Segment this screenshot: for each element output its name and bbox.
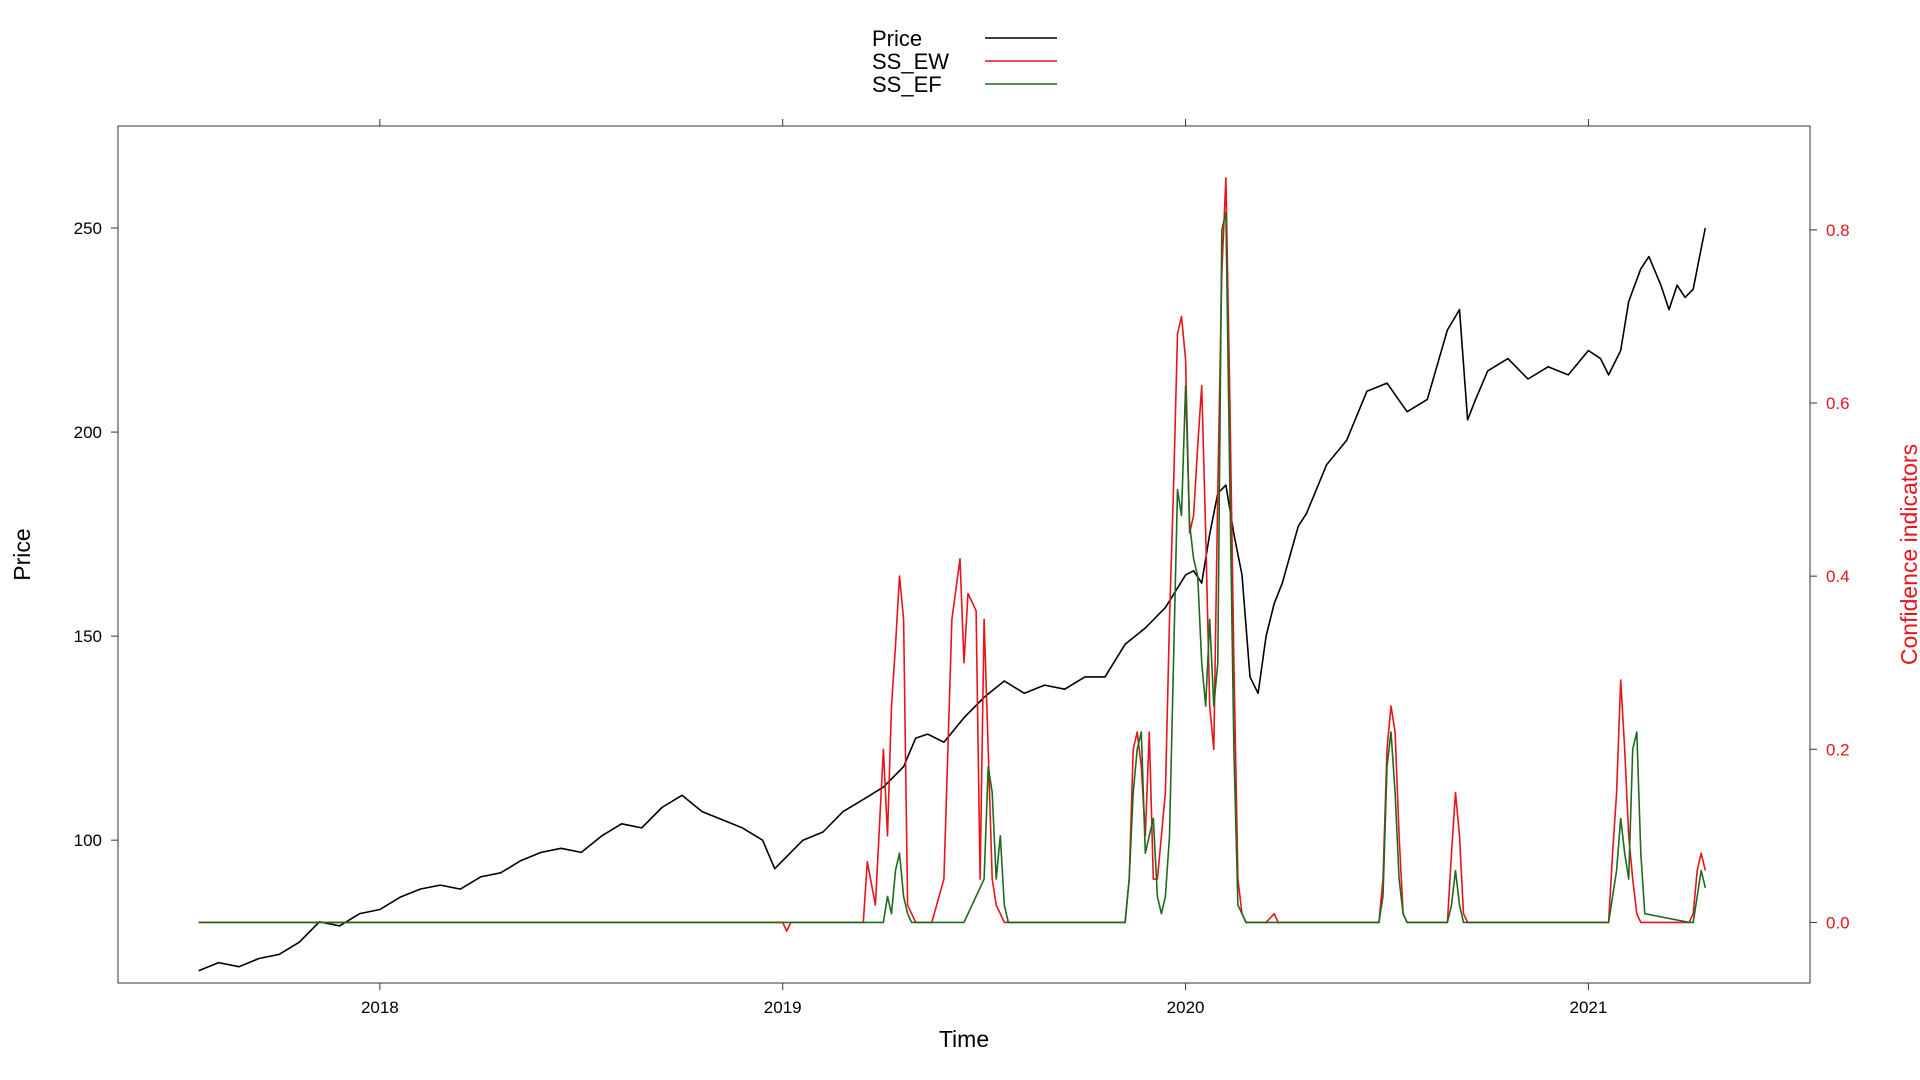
legend-label-ss-ef: SS_EF xyxy=(872,72,942,97)
y-axis-left: 100 150 200 250 xyxy=(74,219,118,850)
y2-tick-label-3: 0.6 xyxy=(1826,394,1850,413)
x-axis-title: Time xyxy=(939,1026,989,1052)
y-axis-title: Price xyxy=(9,528,35,580)
legend-label-price: Price xyxy=(872,26,922,51)
series-price-line xyxy=(198,227,1707,972)
series-ss-ew-line xyxy=(198,177,1707,932)
legend-label-ss-ew: SS_EW xyxy=(872,49,949,74)
y-tick-label-3: 250 xyxy=(74,219,102,238)
series-ss-ef-line xyxy=(198,211,1707,924)
y-axis-right: 0.0 0.2 0.4 0.6 0.8 xyxy=(1810,221,1850,932)
x-tick-label-1: 2019 xyxy=(764,998,802,1017)
series-group xyxy=(198,177,1707,972)
y2-tick-label-1: 0.2 xyxy=(1826,740,1850,759)
x-tick-label-2: 2020 xyxy=(1167,998,1205,1017)
x-tick-label-3: 2021 xyxy=(1570,998,1608,1017)
y2-tick-label-0: 0.0 xyxy=(1826,913,1850,932)
y2-tick-label-2: 0.4 xyxy=(1826,567,1850,586)
legend: Price SS_EW SS_EF xyxy=(872,26,1057,97)
y2-axis-title: Confidence indicators xyxy=(1896,444,1920,665)
x-axis: 2018 2019 2020 2021 xyxy=(361,119,1607,1017)
x-tick-label-0: 2018 xyxy=(361,998,399,1017)
plot-frame xyxy=(117,125,1811,984)
y2-tick-label-4: 0.8 xyxy=(1826,221,1850,240)
y-tick-label-1: 150 xyxy=(74,627,102,646)
y-tick-label-2: 200 xyxy=(74,423,102,442)
y-tick-label-0: 100 xyxy=(74,831,102,850)
